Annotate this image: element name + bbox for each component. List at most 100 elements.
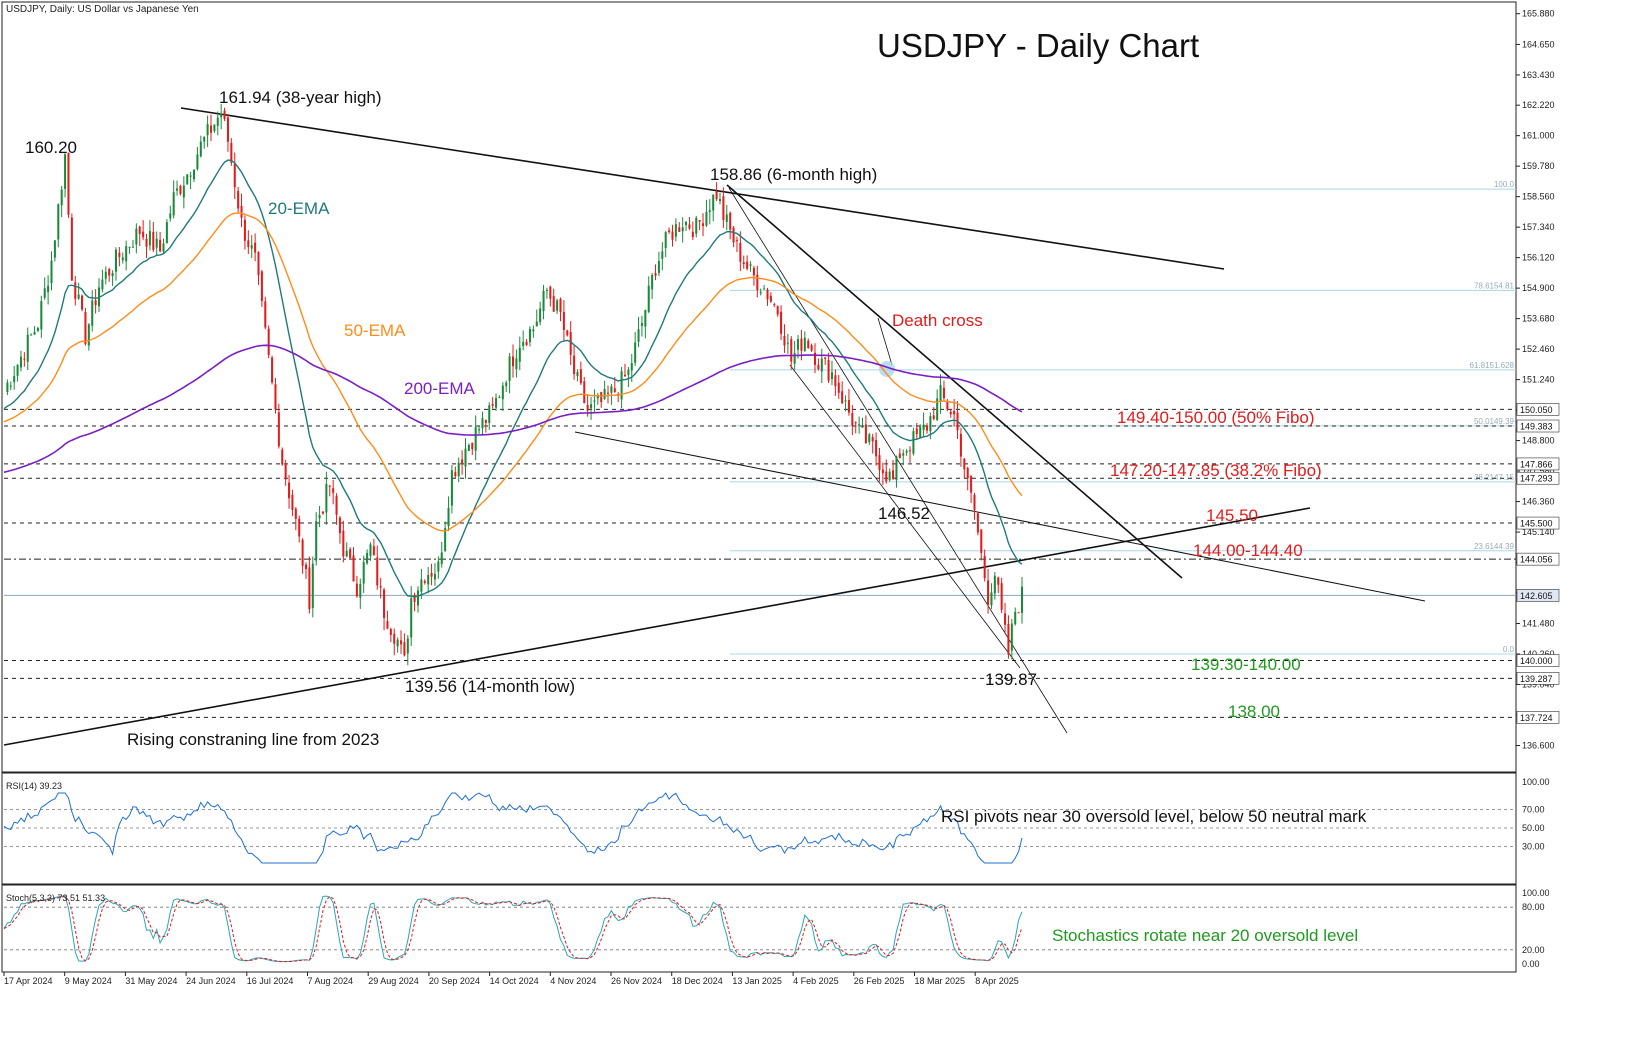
candle-body [1020, 586, 1024, 613]
candle-body [936, 398, 939, 421]
fibo-label: 0.0 [1503, 645, 1515, 654]
candle-body [671, 231, 674, 240]
candle-body [484, 419, 487, 423]
price-tick-label: 146.360 [1522, 497, 1555, 507]
candle-body [583, 381, 586, 404]
candle-body [875, 440, 878, 457]
candle-body [773, 304, 776, 306]
candle-body [488, 405, 491, 424]
candle-body [576, 371, 579, 377]
rsi-annotation: RSI pivots near 30 oversold level, below… [941, 807, 1367, 826]
candle-body [430, 573, 433, 577]
candle-body [661, 251, 664, 259]
price-tick-label: 151.240 [1522, 375, 1555, 385]
candle-body [366, 552, 369, 564]
symbol-label: USDJPY, Daily: US Dollar vs Japanese Yen [6, 4, 199, 15]
candle-body [288, 482, 291, 499]
annotation-139-30: 139.30-140.00 [1191, 655, 1301, 674]
candle-body [501, 385, 504, 400]
candle-body [216, 117, 219, 126]
price-tag-box [1516, 654, 1560, 667]
price-axis: 165.880 164.650 163.430 162.220 161.000 159.7… [1516, 9, 1555, 751]
legend-ema50: 50-EMA [344, 321, 406, 340]
candle-body [118, 252, 121, 257]
candle-body [769, 295, 772, 302]
fibo-label: 78.6154.81 [1474, 281, 1515, 290]
candle-body [19, 356, 22, 368]
annotation-50-fibo: 149.40-150.00 (50% Fibo) [1117, 408, 1315, 427]
candle-body [257, 251, 260, 276]
candle-body [189, 175, 192, 177]
candle-body [410, 598, 413, 638]
candle-body [1017, 612, 1020, 614]
annotation-death-cross: Death cross [892, 311, 983, 330]
candle-body [193, 169, 196, 180]
candle-body [155, 238, 158, 248]
candle-body [182, 185, 185, 198]
candle-body [342, 530, 345, 557]
candle-body [817, 364, 820, 369]
price-tick-label: 159.780 [1522, 161, 1555, 171]
candle-body [406, 638, 409, 654]
candle-body [946, 401, 949, 410]
candle-body [539, 308, 542, 323]
key-price-label-139-56: 139.56 (14-month low) [405, 677, 575, 696]
candle-body [725, 214, 728, 222]
candle-body [308, 567, 311, 610]
candle-body [532, 329, 535, 332]
candle-body [491, 403, 494, 406]
candle-body [691, 231, 694, 238]
candle-body [542, 290, 545, 312]
candle-body [712, 194, 715, 211]
candle-body [549, 286, 552, 299]
candle-body [898, 453, 901, 459]
candle-body [138, 226, 141, 234]
candle-body [606, 392, 610, 394]
date-tick-label: 4 Nov 2024 [550, 976, 596, 986]
candle-body [525, 341, 528, 345]
stoch-tick-label: 0.00 [1522, 959, 1540, 969]
candle-body [888, 471, 891, 481]
candle-body [457, 462, 460, 477]
candle-body [467, 445, 470, 451]
price-tick-label: 163.430 [1522, 70, 1555, 80]
candle-body [359, 583, 362, 598]
candle-body [423, 581, 426, 583]
date-tick-label: 18 Mar 2025 [915, 976, 966, 986]
candle-body [1010, 623, 1013, 651]
price-tick-label: 153.680 [1522, 314, 1555, 324]
price-tag-label: 147.293 [1520, 474, 1553, 484]
candle-body [634, 342, 637, 363]
candle-body [264, 301, 267, 328]
candle-body [552, 296, 555, 312]
candle-body [895, 456, 898, 481]
price-tick-label: 156.120 [1522, 253, 1555, 263]
candle-body [128, 246, 131, 248]
candle-body [966, 468, 969, 479]
candle-body [654, 273, 657, 276]
candle-body [145, 238, 148, 247]
price-tick-label: 157.340 [1522, 222, 1555, 232]
candle-body [152, 231, 155, 250]
candle-body [963, 458, 966, 470]
candle-body [495, 398, 498, 408]
candle-body [284, 463, 287, 480]
candle-body [159, 239, 162, 252]
candle-body [437, 561, 440, 572]
candle-body [698, 220, 701, 222]
candle-body [111, 273, 114, 277]
ema20-line [3, 159, 1023, 598]
candle-body [165, 222, 168, 244]
candle-body [420, 579, 423, 592]
price-tick-label: 158.560 [1522, 192, 1555, 202]
date-tick-label: 26 Nov 2024 [611, 976, 662, 986]
price-tick-label: 162.220 [1522, 100, 1555, 110]
candle-body [569, 332, 572, 355]
price-tick-label: 165.880 [1522, 9, 1555, 19]
candle-body [43, 288, 46, 298]
candle-body [461, 459, 464, 464]
price-tag-label: 150.050 [1520, 405, 1553, 415]
candle-body [864, 424, 867, 444]
candle-body [57, 204, 60, 240]
candle-body [902, 453, 905, 456]
